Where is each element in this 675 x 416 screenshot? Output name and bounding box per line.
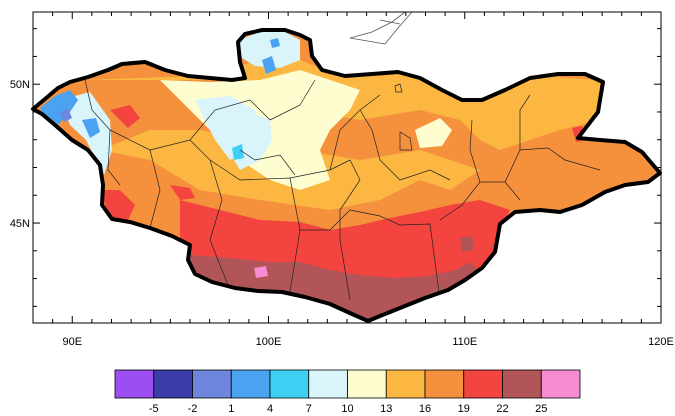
colorbar-swatch [502, 369, 542, 399]
colorbar-label: 16 [419, 403, 431, 415]
colorbar-swatch [192, 369, 232, 399]
colorbar-label: 22 [496, 403, 508, 415]
colorbar-label: 1 [228, 403, 234, 415]
colorbar-label: 4 [267, 403, 273, 415]
colorbar-label: -2 [188, 403, 198, 415]
y-tick-label: 45N [10, 218, 30, 230]
colorbar-swatch [153, 369, 193, 399]
colorbar: -5 -2 1 4 7 10 13 16 19 22 25 [114, 369, 581, 415]
colorbar-swatch [230, 369, 271, 399]
colorbar-label: -5 [149, 403, 159, 415]
colorbar-label: 7 [306, 403, 312, 415]
x-tick-label: 100E [256, 336, 282, 348]
colorbar-swatch [347, 369, 387, 399]
colorbar-label: 19 [458, 403, 470, 415]
axis-ticks: 90E 100E 110E 120E 50N 45N [10, 12, 674, 348]
colorbar-label: 25 [535, 403, 547, 415]
colorbar-swatch [308, 369, 348, 399]
colorbar-label: 13 [380, 403, 392, 415]
x-tick-label: 90E [62, 336, 82, 348]
colorbar-swatch [385, 369, 426, 399]
colorbar-label: 10 [341, 403, 353, 415]
colorbar-swatch [114, 369, 155, 399]
colorbar-swatch [540, 369, 581, 399]
coastline-outline [349, 12, 413, 45]
x-tick-label: 110E [452, 336, 477, 348]
y-tick-label: 50N [10, 79, 30, 91]
x-tick-label: 120E [648, 336, 674, 348]
colorbar-swatch [424, 369, 465, 399]
province-boundaries [84, 79, 601, 301]
colorbar-swatch [463, 369, 503, 399]
colorbar-swatch [269, 369, 310, 399]
